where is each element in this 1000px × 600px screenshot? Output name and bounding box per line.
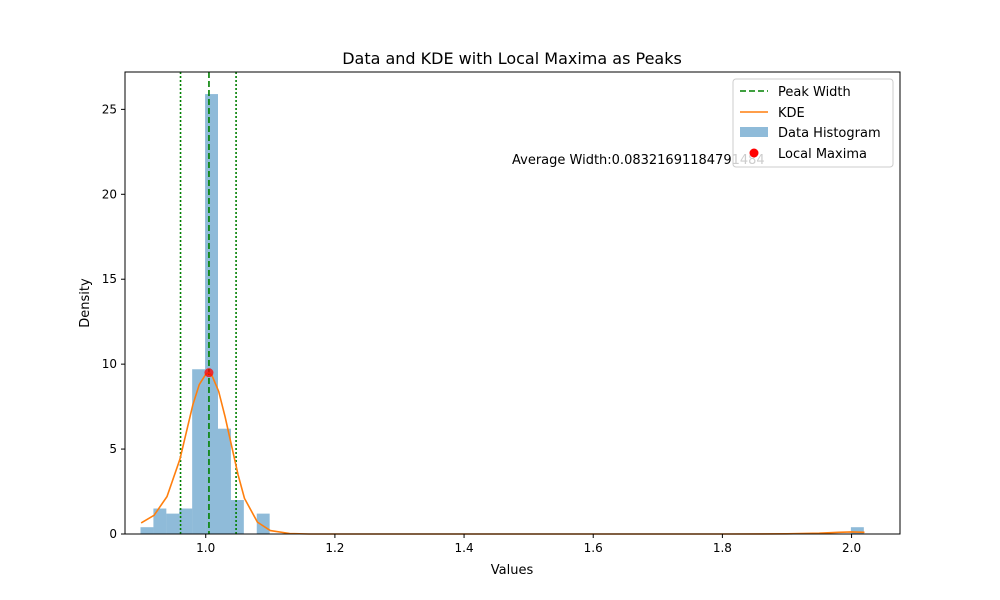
legend-peak-width-label: Peak Width [778,85,851,100]
y-tick-label-0: 0 [109,527,117,541]
y-tick-label-3: 15 [102,272,117,286]
y-axis-label: Density [78,278,93,328]
legend: Peak Width KDE Data Histogram Local Maxi… [732,78,894,168]
histogram-bar-1 [153,508,167,534]
x-tick-label-1: 1.2 [325,541,344,555]
x-axis-ticks: 1.0 1.2 1.4 1.6 1.8 2.0 [196,534,861,555]
legend-local-maxima-label: Local Maxima [778,147,867,162]
histogram-bar-7 [230,500,244,534]
histogram-bar-6 [218,428,231,534]
local-maximum-0 [204,368,214,378]
histogram-bar-3 [179,508,193,534]
x-tick-label-4: 1.8 [713,541,732,555]
histogram-bar-2 [166,513,180,534]
kde-line [140,371,865,535]
chart-title: Data and KDE with Local Maxima as Peaks [342,49,682,68]
histogram-bar-0 [140,527,154,534]
y-tick-label-5: 25 [102,102,117,116]
legend-histogram-swatch [740,127,768,137]
x-tick-label-3: 1.6 [584,541,603,555]
histogram-bar-4 [192,369,206,534]
y-tick-label-1: 5 [109,442,117,456]
legend-local-maxima-swatch [749,148,759,158]
legend-kde-label: KDE [778,106,805,121]
y-tick-label-2: 10 [102,357,117,371]
y-axis-ticks: 0 5 10 15 20 25 [102,102,125,541]
x-tick-label-0: 1.0 [196,541,215,555]
plot-frame [124,71,901,535]
histogram-bar-5 [205,94,218,535]
x-axis-label: Values [491,563,534,578]
legend-box [732,78,894,168]
x-tick-label-2: 1.4 [455,541,474,555]
average-width-annotation: Average Width:0.08321691184791484 [512,153,765,168]
y-tick-label-4: 20 [102,187,117,201]
histogram-bar-10 [850,527,864,534]
legend-histogram-label: Data Histogram [778,126,881,141]
x-tick-label-5: 2.0 [842,541,861,555]
local-maxima-points [204,368,214,378]
